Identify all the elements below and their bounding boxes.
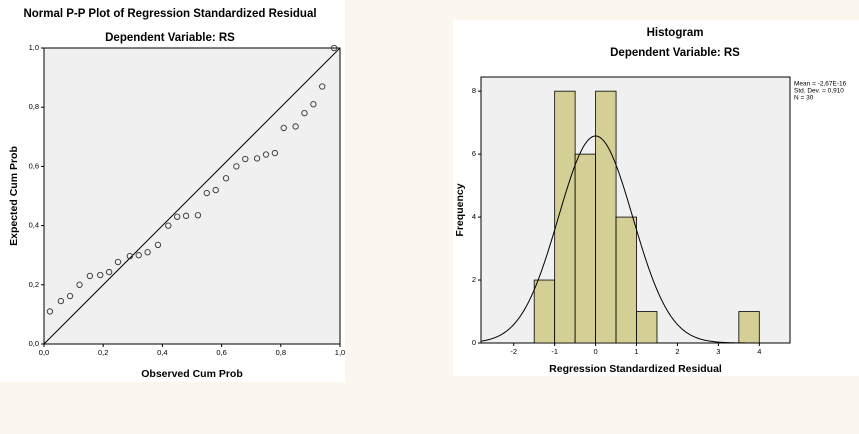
chart: Normal P-P Plot of Regression Standardiz… [0,0,859,434]
x-tick-label: 0,6 [216,348,226,357]
stat-label: Mean = -2,67E-16 [794,81,847,88]
y-tick-label: 8 [472,86,476,95]
x-tick-label: -2 [510,347,517,356]
x-tick-label: 0,8 [276,348,286,357]
x-axis-label: Regression Standardized Residual [549,363,722,375]
y-tick-label: 0 [472,338,476,347]
y-axis-label: Frequency [454,183,466,236]
bar [596,91,616,343]
x-tick-label: -1 [551,347,558,356]
x-tick-label: 1,0 [335,348,345,357]
bar [739,312,759,343]
bar [575,154,595,343]
y-tick-label: 0,2 [29,280,39,289]
y-tick-label: 0,6 [29,161,39,170]
bar [616,217,636,343]
page: {"chart_data": [ {"type": "scatter", "ti… [0,0,859,434]
y-axis-label: Expected Cum Prob [8,146,20,246]
y-tick-label: 2 [472,275,476,284]
x-tick-label: 0 [594,347,598,356]
chart-subtitle: Dependent Variable: RS [105,32,235,44]
chart-title: Histogram [647,27,704,39]
x-tick-label: 0,4 [157,348,167,357]
x-tick-label: 1 [634,347,638,356]
y-tick-label: 0,0 [29,339,39,348]
chart-title: Normal P-P Plot of Regression Standardiz… [23,8,316,20]
x-tick-label: 0,0 [39,348,49,357]
y-tick-label: 6 [472,149,476,158]
y-tick-label: 4 [472,212,476,221]
bar [555,91,575,343]
y-tick-label: 0,8 [29,102,39,111]
x-tick-label: 4 [757,347,761,356]
bar [534,280,554,343]
x-axis-label: Observed Cum Prob [141,368,243,380]
x-tick-label: 0,2 [98,348,108,357]
x-tick-label: 2 [675,347,679,356]
y-tick-label: 1,0 [29,43,39,52]
stat-label: Std. Dev. = 0,910 [794,88,844,95]
bar [637,312,657,343]
x-tick-label: 3 [716,347,720,356]
chart-subtitle: Dependent Variable: RS [610,47,740,59]
stat-label: N = 30 [794,95,814,102]
y-tick-label: 0,4 [29,221,39,230]
